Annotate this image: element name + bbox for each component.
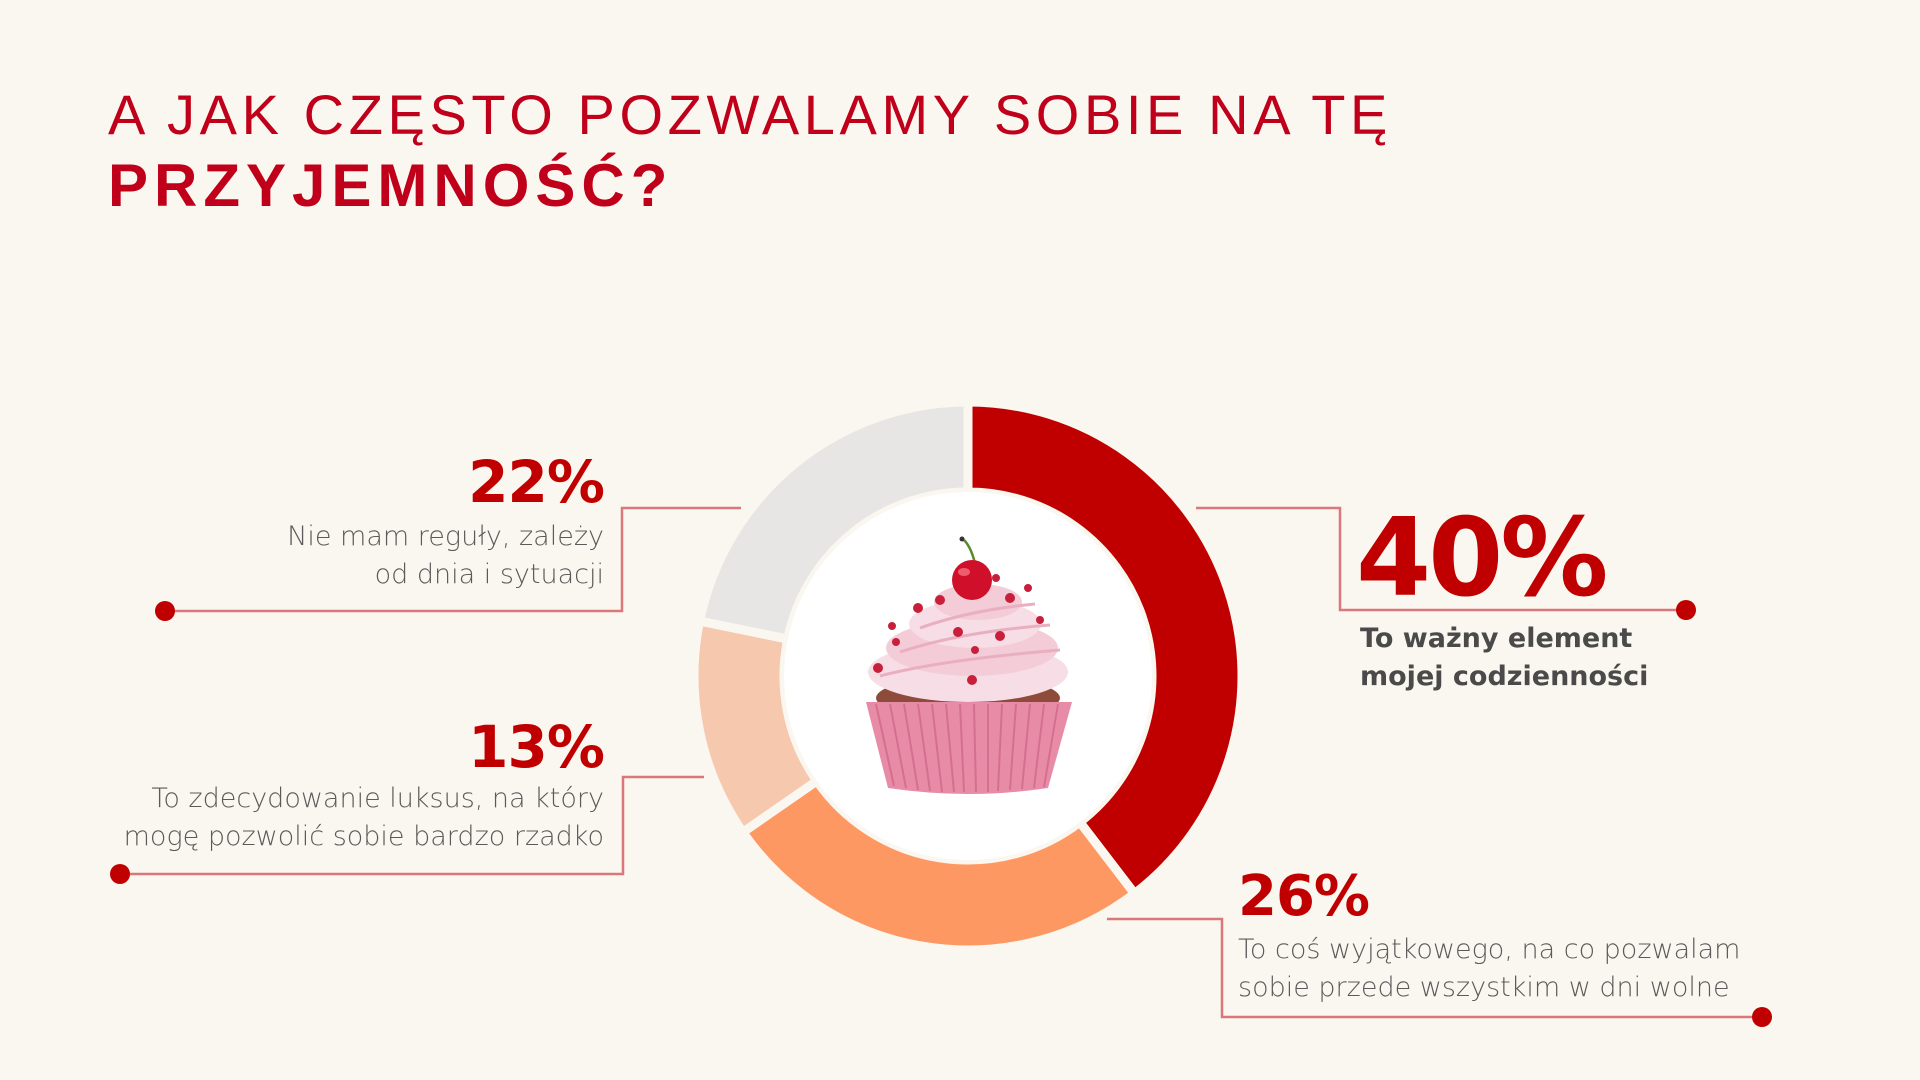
connector-no-rule	[165, 506, 741, 613]
label-no-rule-line-1: Nie mam reguły, zależy	[287, 521, 604, 552]
label-special: To coś wyjątkowego, na co pozwalam sobie…	[1238, 931, 1740, 1007]
percent-special: 26%	[1238, 864, 1370, 929]
dot-special	[1752, 1007, 1772, 1027]
cupcake-with-cherry-icon	[866, 536, 1072, 794]
label-no-rule-line-2: od dnia i sytuacji	[374, 559, 604, 590]
label-luxury-line-2: mogę pozwolić sobie bardzo rzadko	[123, 821, 604, 852]
dot-luxury	[110, 864, 130, 884]
dot-no-rule	[155, 601, 175, 621]
label-luxury: To zdecydowanie luksus, na który mogę po…	[124, 780, 604, 856]
page-title: A JAK CZĘSTO POZWALAMY SOBIE NA TĘ PRZYJ…	[108, 82, 1392, 224]
label-daily-line-2: mojej codzienności	[1360, 661, 1649, 692]
label-special-line-1: To coś wyjątkowego, na co pozwalam	[1238, 934, 1741, 965]
title-line-1: A JAK CZĘSTO POZWALAMY SOBIE NA TĘ	[108, 83, 1392, 146]
percent-luxury: 13%	[468, 713, 605, 781]
connector-lines	[120, 506, 1762, 1019]
label-luxury-line-1: To zdecydowanie luksus, na który	[151, 783, 604, 814]
donut-segments	[689, 397, 1247, 955]
connector-daily	[1196, 506, 1686, 612]
percent-no-rule: 22%	[468, 448, 605, 516]
connector-special	[1107, 917, 1762, 1019]
label-daily: To ważny element mojej codzienności	[1360, 620, 1648, 696]
connector-dots	[110, 600, 1772, 1027]
label-no-rule: Nie mam reguły, zależy od dnia i sytuacj…	[287, 518, 604, 594]
dot-daily	[1676, 600, 1696, 620]
label-daily-line-1: To ważny element	[1360, 623, 1633, 654]
label-special-line-2: sobie przede wszystkim w dni wolne	[1238, 972, 1730, 1003]
title-line-2: PRZYJEMNOŚĆ?	[108, 152, 674, 219]
connector-luxury	[120, 775, 704, 876]
percent-daily: 40%	[1356, 496, 1609, 621]
